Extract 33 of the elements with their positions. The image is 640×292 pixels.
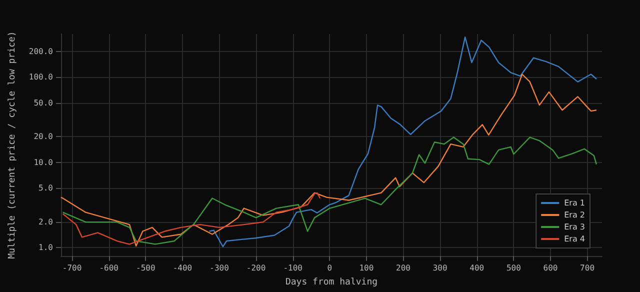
legend-label: Era 1	[564, 198, 586, 208]
y-tick-label: 5.0	[38, 184, 54, 193]
x-tick-label: 600	[543, 264, 558, 272]
x-tick-label: 700	[580, 264, 595, 272]
x-tick-label: 400	[470, 264, 484, 272]
x-tick-label: -300	[210, 264, 230, 272]
legend-label: Era 3	[564, 222, 586, 232]
x-axis-title: Days from halving	[285, 278, 378, 288]
line-series	[60, 74, 598, 247]
x-tick-label: 100	[359, 264, 374, 272]
x-tick-label: -400	[172, 264, 192, 272]
y-tick-label: 10.0	[34, 158, 54, 167]
x-tick-label: -200	[246, 264, 266, 272]
y-tick-label: 20.0	[34, 132, 54, 142]
x-tick-label: 500	[506, 264, 522, 272]
x-tick-label: 300	[432, 264, 448, 272]
x-tick-label: -700	[62, 264, 82, 272]
x-tick-label: 0	[327, 264, 332, 272]
legend-label: Era 4	[564, 234, 586, 244]
y-tick-label: 50.0	[34, 98, 54, 108]
line-series	[62, 192, 321, 245]
y-axis-title: Multiple (current price / cycle low price)	[8, 31, 18, 259]
y-tick-label: 1.0	[38, 243, 54, 252]
legend-label: Era 2	[564, 210, 586, 220]
x-tick-label: -500	[136, 264, 156, 272]
y-tick-label: 100.0	[28, 72, 54, 82]
y-tick-label: 2.0	[38, 218, 54, 227]
line-series	[62, 136, 598, 245]
line-series	[208, 36, 598, 248]
x-tick-label: -600	[99, 264, 119, 272]
x-tick-label: -100	[283, 264, 303, 272]
x-tick-label: 200	[396, 264, 411, 272]
y-tick-label: 200.0	[28, 46, 54, 56]
